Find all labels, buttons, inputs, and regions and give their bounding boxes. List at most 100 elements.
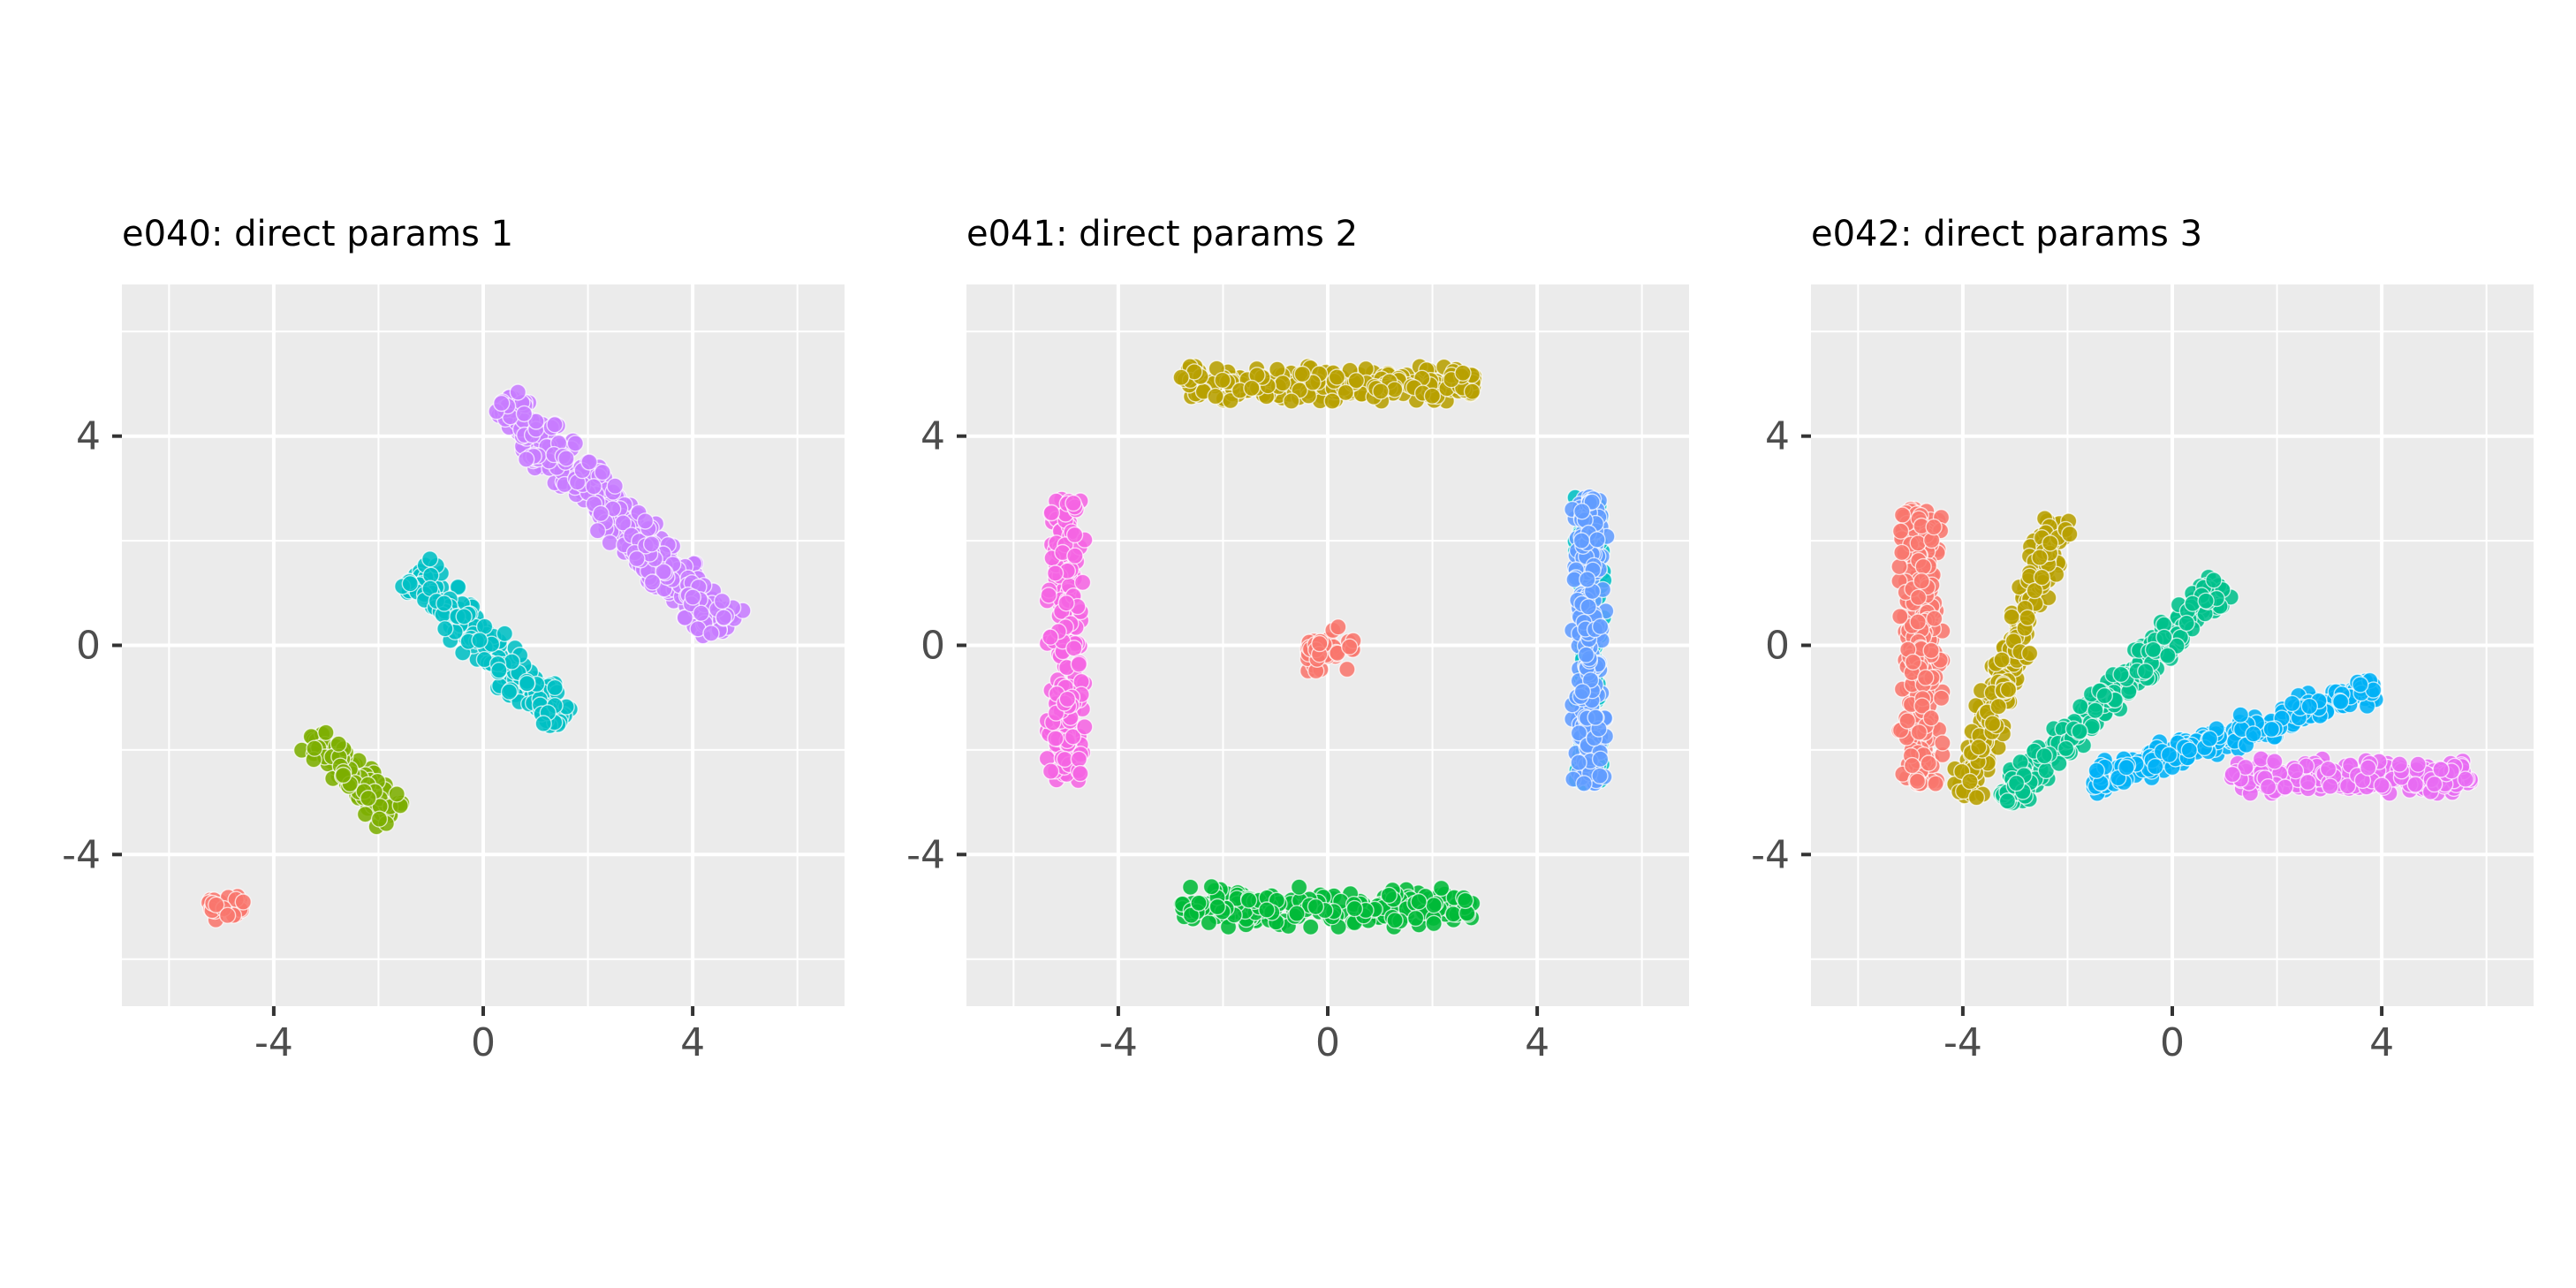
data-point (655, 563, 672, 580)
data-point (207, 896, 225, 914)
data-point (2409, 755, 2427, 773)
data-point (643, 573, 662, 591)
data-point (1328, 368, 1346, 386)
data-point (693, 604, 710, 622)
data-point (1570, 754, 1587, 771)
panel-title: e040: direct params 1 (122, 214, 513, 254)
data-point (1046, 564, 1064, 582)
data-point (2373, 777, 2390, 794)
data-point (2180, 741, 2199, 759)
data-point (1580, 598, 1597, 616)
data-point (1047, 730, 1064, 747)
data-point (2283, 694, 2301, 713)
data-point (1065, 526, 1084, 544)
data-point (2087, 761, 2106, 779)
data-point (500, 683, 519, 701)
data-point (2352, 676, 2369, 693)
data-point (436, 620, 454, 638)
data-point (1591, 617, 1610, 635)
data-point (1893, 543, 1911, 562)
data-point (1410, 893, 1428, 911)
data-point (1214, 371, 1231, 390)
data-point (1208, 898, 1226, 916)
data-point (1423, 387, 1442, 405)
data-point (1070, 655, 1088, 673)
x-tick-label: 0 (1315, 1020, 1340, 1065)
data-point (527, 413, 545, 430)
data-point (496, 625, 513, 642)
data-point (455, 608, 473, 625)
data-point (1042, 504, 1061, 522)
data-point (1323, 392, 1341, 410)
data-point (2095, 686, 2114, 705)
data-point (1999, 680, 2018, 699)
data-point (518, 675, 536, 693)
data-point (2019, 609, 2036, 626)
point-layer (200, 383, 752, 928)
data-point (1172, 368, 1190, 386)
data-point (401, 575, 419, 593)
data-point (1970, 739, 1988, 756)
panel-e041: e041: direct params 2 -4 0 4 -4 0 4 (906, 214, 1689, 1065)
data-point (1239, 891, 1258, 909)
data-point (1927, 775, 1944, 792)
data-point (1380, 886, 1398, 905)
x-tick-label: 4 (680, 1020, 705, 1065)
y-tick-label: -4 (906, 832, 945, 877)
x-tick-label: -4 (254, 1020, 293, 1065)
data-point (360, 789, 377, 807)
data-point (1066, 547, 1084, 564)
panel-e040: e040: direct params 1 -4 0 4 -4 0 4 (62, 214, 845, 1065)
data-point (592, 504, 610, 523)
data-point (388, 785, 405, 803)
data-point (1288, 905, 1306, 922)
x-tick-label: 4 (2369, 1020, 2394, 1065)
data-point (1904, 653, 1922, 671)
x-tick-label: -4 (1099, 1020, 1138, 1065)
data-point (2007, 774, 2026, 792)
data-point (2259, 778, 2277, 796)
data-point (1181, 878, 1200, 896)
data-point (471, 632, 489, 649)
data-point (2072, 698, 2089, 716)
data-point (614, 514, 633, 532)
y-tick-label: 4 (921, 414, 945, 459)
data-point (1347, 372, 1366, 390)
data-point (1301, 918, 1320, 936)
data-point (2224, 765, 2241, 784)
data-point (2300, 697, 2319, 716)
data-point (449, 578, 467, 596)
data-point (1330, 618, 1347, 636)
data-point (2160, 746, 2178, 764)
data-point (1920, 754, 1937, 772)
data-point (642, 535, 661, 553)
data-point (2231, 706, 2250, 724)
data-point (490, 662, 508, 679)
data-point (702, 625, 720, 642)
data-point (1065, 640, 1083, 657)
data-point (2118, 759, 2135, 777)
data-point (1425, 896, 1443, 914)
data-point (2061, 525, 2079, 543)
data-point (2156, 628, 2173, 647)
data-point (1890, 557, 1908, 576)
axis-ticks: -4 0 4 -4 0 4 (62, 414, 705, 1065)
data-point (546, 416, 564, 434)
data-point (1064, 494, 1082, 512)
data-point (580, 453, 598, 471)
data-point (2266, 753, 2284, 770)
data-point (1913, 572, 1930, 590)
data-point (334, 766, 352, 784)
data-point (566, 435, 584, 452)
y-tick-label: 4 (76, 414, 101, 459)
data-point (1073, 573, 1092, 591)
data-point (2197, 592, 2215, 610)
data-point (1961, 772, 1979, 791)
data-point (1573, 503, 1591, 520)
data-point (1207, 387, 1224, 405)
data-point (2205, 572, 2223, 589)
y-tick-label: -4 (62, 832, 101, 877)
data-point (1058, 690, 1077, 708)
data-point (1570, 724, 1588, 742)
